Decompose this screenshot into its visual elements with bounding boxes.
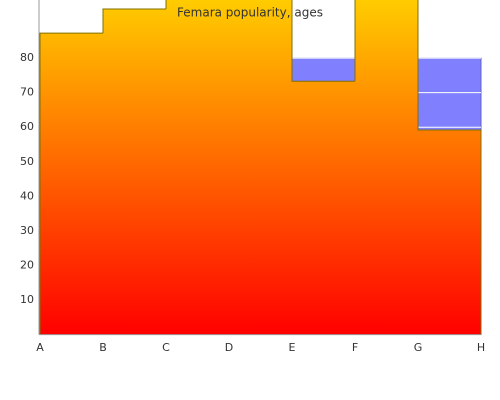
x-tick-label: E <box>289 341 296 354</box>
y-tick-label: 40 <box>20 189 34 202</box>
step-area <box>40 33 103 335</box>
step-line <box>39 32 103 335</box>
step-area <box>355 0 418 335</box>
y-tick-label: 50 <box>20 155 34 168</box>
y-tick-label: 30 <box>20 224 34 237</box>
step-line <box>291 0 355 82</box>
x-tick-label: D <box>225 341 233 354</box>
step-area <box>103 8 166 335</box>
y-tick-label: 20 <box>20 258 34 271</box>
step-area <box>229 0 292 335</box>
step-area <box>292 81 355 335</box>
step-line <box>102 8 166 34</box>
y-tick-label: 60 <box>20 120 34 133</box>
x-tick-label: A <box>36 341 44 354</box>
x-tick-label: H <box>477 341 485 354</box>
chart-title: Femara popularity, ages <box>177 6 323 20</box>
x-tick-label: F <box>352 341 358 354</box>
step-line <box>354 0 356 82</box>
step-area <box>418 129 481 335</box>
y-tick-label: 80 <box>20 51 34 64</box>
plot-area <box>39 0 482 335</box>
step-area <box>166 0 229 335</box>
x-tick-label: C <box>162 341 170 354</box>
step-line <box>417 0 482 335</box>
x-tick-label: G <box>414 341 423 354</box>
y-tick-label: 10 <box>20 293 34 306</box>
x-tick-label: B <box>99 341 107 354</box>
y-tick-label: 70 <box>20 86 34 99</box>
step-line <box>165 0 167 9</box>
labels: 10 20 30 40 50 60 70 80 A B C D E F G H Femara popularit… <box>20 0 485 354</box>
